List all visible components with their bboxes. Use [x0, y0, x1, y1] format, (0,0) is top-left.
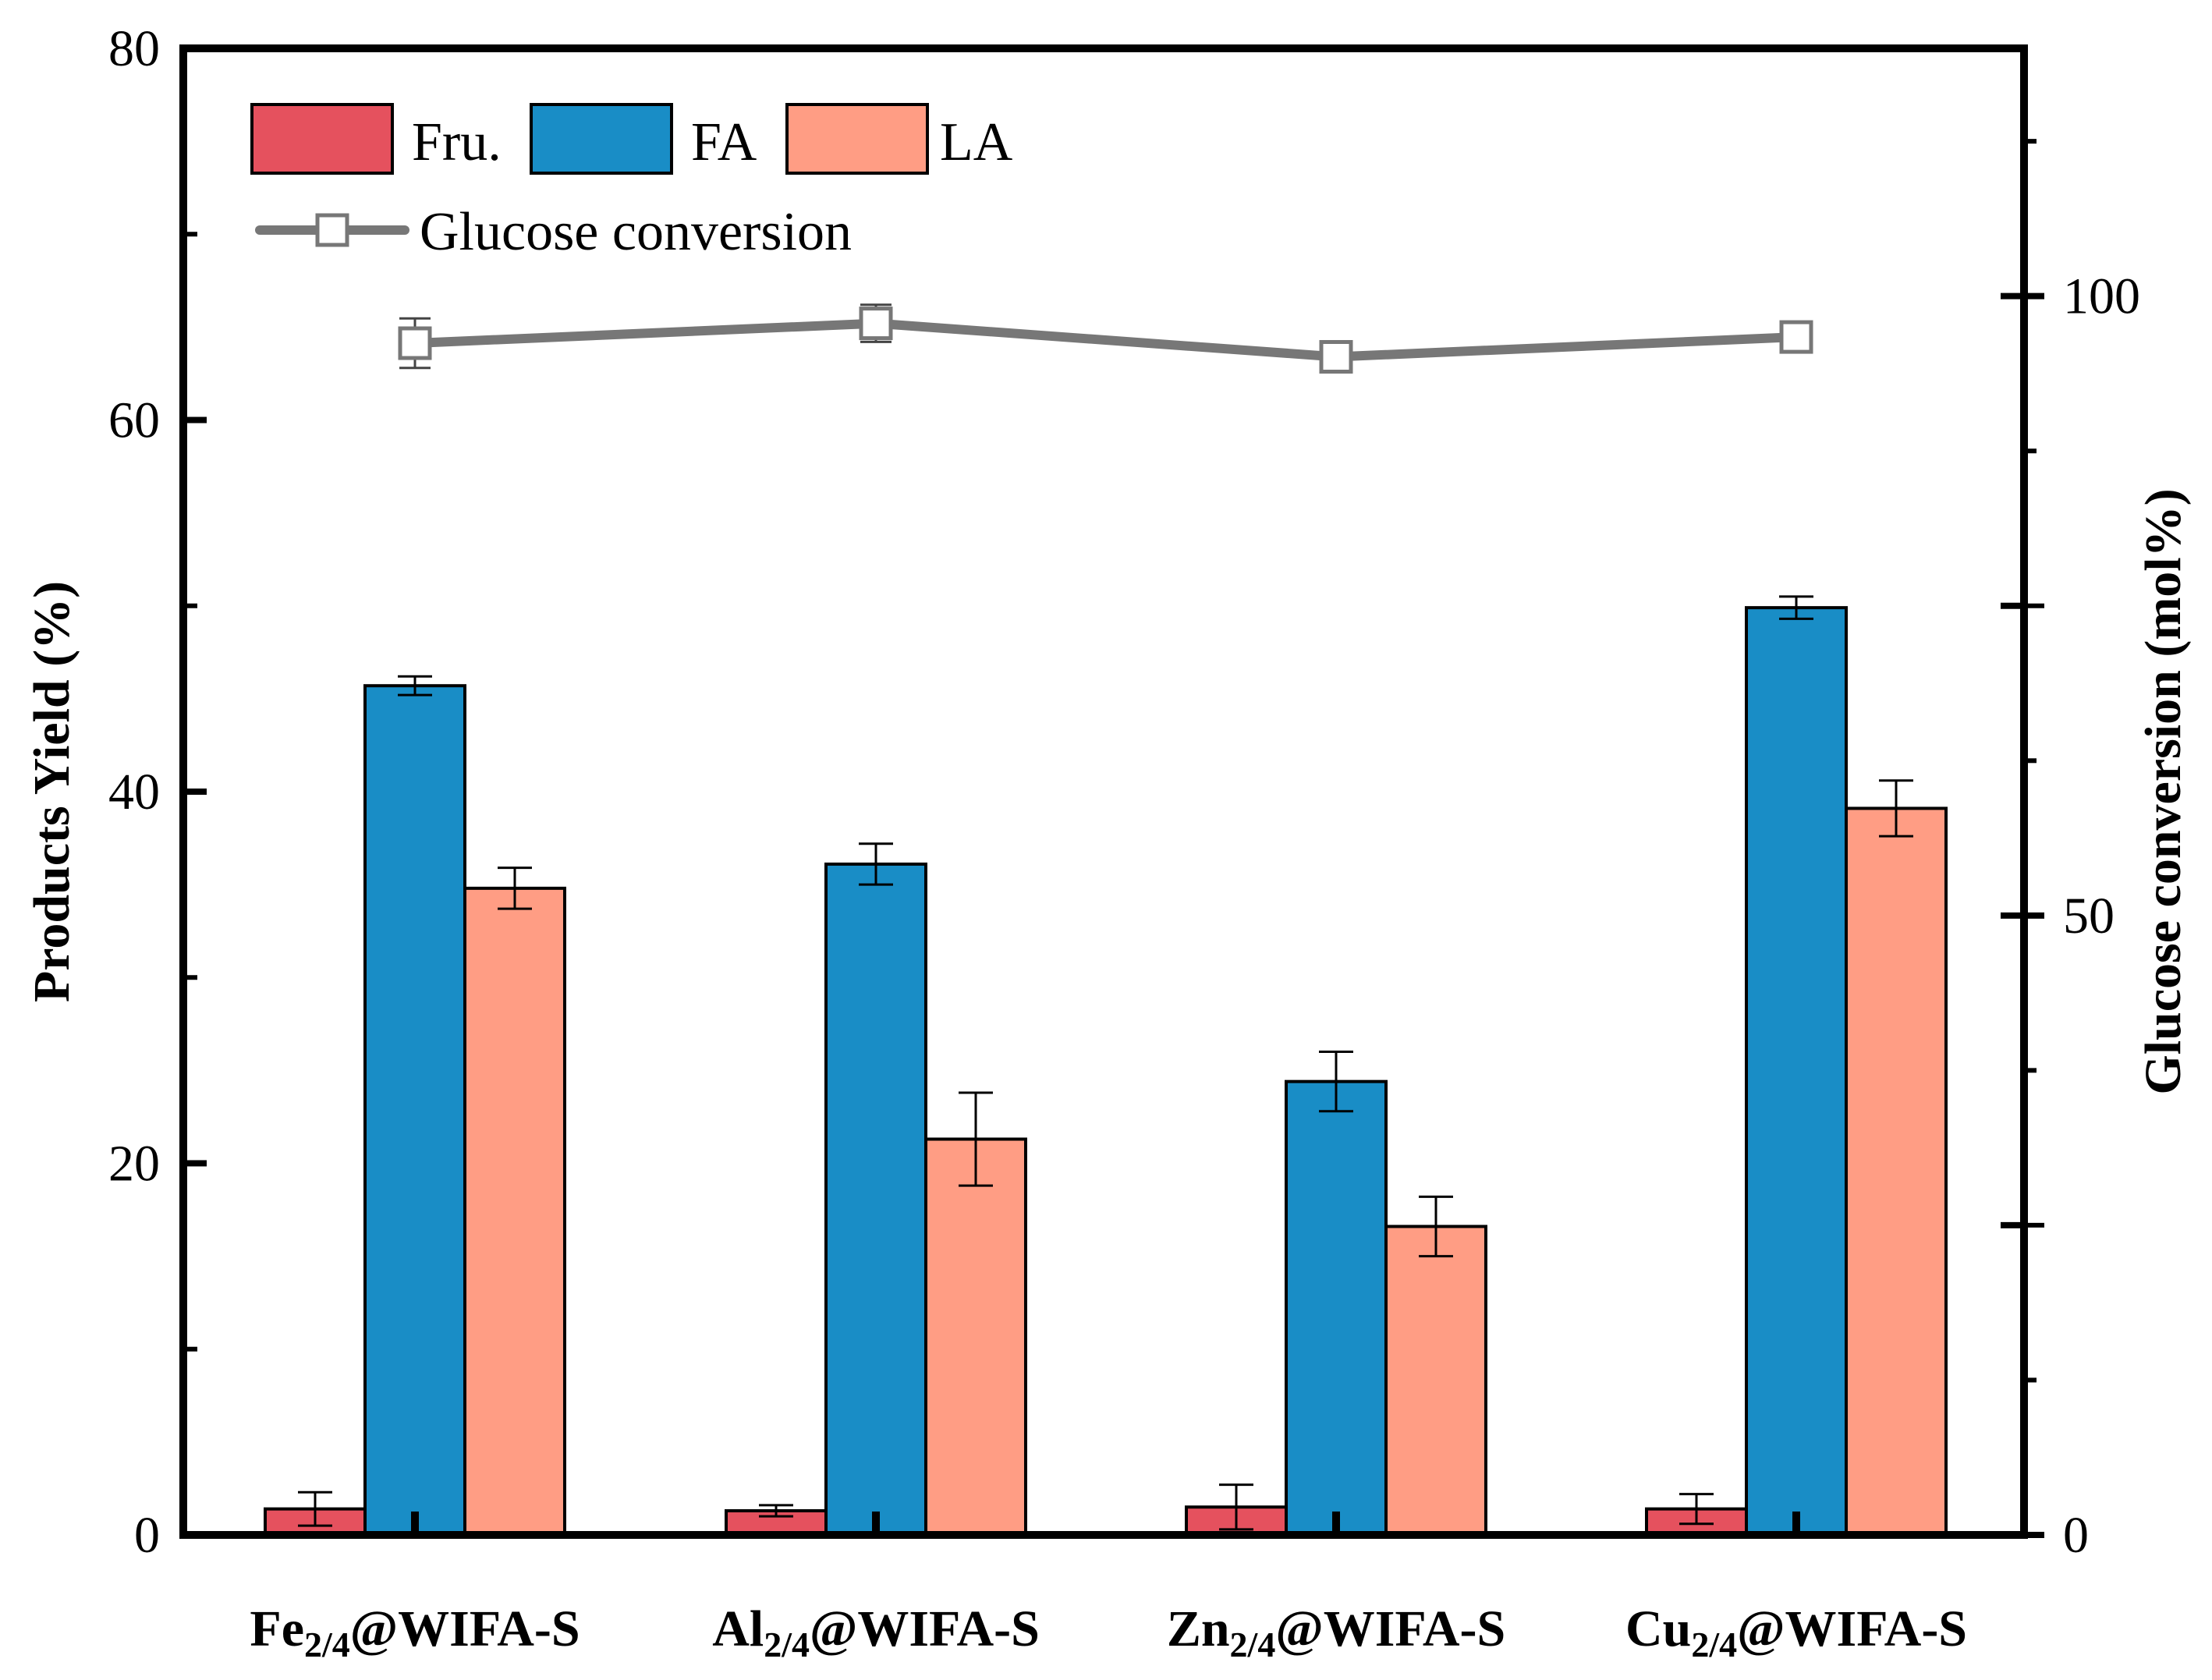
category-label-base: Zn — [1167, 1600, 1230, 1657]
left-tick-label-40: 40 — [108, 764, 160, 821]
conversion-marker-2 — [859, 307, 893, 341]
right-tick-label-0: 0 — [2063, 1507, 2089, 1564]
category-label-4: Cu2/4@WIFA-S — [1625, 1600, 1967, 1664]
legend-swatch-fru — [250, 103, 394, 175]
y2-axis-title: Glucose conversion (mol%) — [2135, 488, 2192, 1094]
category-label-base: Al — [712, 1600, 764, 1657]
left-tick-label-20: 20 — [108, 1136, 160, 1193]
legend-label-fru: Fru. — [412, 112, 502, 172]
legend-label-conversion: Glucose conversion — [420, 202, 852, 262]
category-label-subscript: 2/4 — [1230, 1625, 1276, 1664]
legend-swatch-fa — [530, 103, 673, 175]
bar-la-4 — [1845, 806, 1948, 1536]
left-tick-label-60: 60 — [108, 392, 160, 449]
category-label-base: Cu — [1625, 1600, 1691, 1657]
category-label-subscript: 2/4 — [1691, 1625, 1737, 1664]
bar-fa-3 — [1285, 1079, 1388, 1537]
category-label-suffix: @WIFA-S — [810, 1600, 1040, 1657]
bar-fa-1 — [363, 684, 466, 1536]
category-label-subscript: 2/4 — [304, 1625, 350, 1664]
category-label-3: Zn2/4@WIFA-S — [1167, 1600, 1505, 1664]
category-label-suffix: @WIFA-S — [1275, 1600, 1505, 1657]
conversion-line — [410, 318, 1801, 362]
bar-fa-2 — [824, 862, 927, 1536]
bar-la-1 — [463, 886, 566, 1536]
y-axis-title: Products Yield (%) — [23, 581, 80, 1002]
category-label-2: Al2/4@WIFA-S — [712, 1600, 1040, 1664]
bars-layer — [264, 595, 1948, 1537]
category-label-suffix: @WIFA-S — [1737, 1600, 1967, 1657]
legend-swatch-la — [785, 103, 929, 175]
conversion-marker-3 — [1319, 339, 1353, 374]
conversion-marker-1 — [398, 326, 432, 360]
legend-label-la: LA — [940, 112, 1013, 172]
legend-label-fa: FA — [691, 112, 757, 172]
right-tick-label-50: 50 — [2063, 888, 2115, 945]
conversion-line-layer — [398, 303, 1813, 374]
bar-la-2 — [924, 1137, 1027, 1536]
right-tick-label-100: 100 — [2063, 268, 2140, 325]
legend-marker-conversion — [315, 213, 349, 247]
bar-fa-4 — [1745, 606, 1848, 1537]
conversion-marker-4 — [1779, 320, 1813, 354]
left-tick-label-0: 0 — [134, 1507, 160, 1564]
category-label-suffix: @WIFA-S — [350, 1600, 580, 1657]
bar-la-3 — [1384, 1225, 1487, 1536]
legend: Fru. FA LA Glucose conversion — [250, 103, 1013, 262]
left-tick-label-80: 80 — [108, 20, 160, 77]
category-label-subscript: 2/4 — [764, 1625, 810, 1664]
category-label-1: Fe2/4@WIFA-S — [250, 1600, 580, 1664]
category-label-base: Fe — [250, 1600, 304, 1657]
